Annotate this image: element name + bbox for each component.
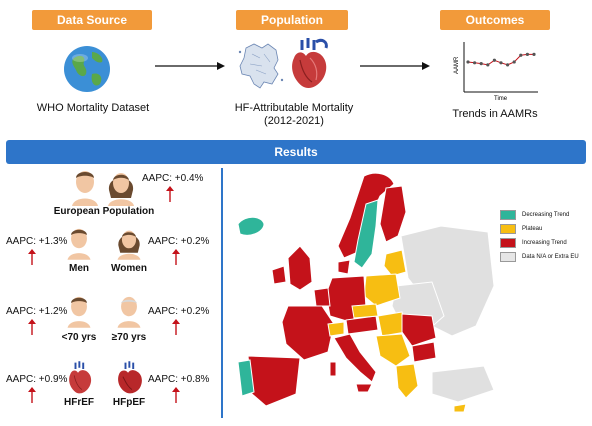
man-icon: [72, 171, 98, 206]
aapc-european: AAPC: +0.4%: [142, 173, 204, 184]
data-source-header: Data Source: [32, 10, 152, 30]
mini-chart-point: [519, 53, 523, 57]
mini-chart-point: [532, 52, 536, 56]
up-arrow-icon: [28, 319, 36, 335]
map-region-uk: [287, 245, 313, 291]
up-arrow-icon: [172, 319, 180, 335]
map-region-sicily: [355, 383, 373, 393]
legend-swatch: [500, 210, 516, 220]
map-region-finland: [379, 185, 407, 243]
line-chart-icon: AAMR Time: [454, 42, 538, 102]
young-man-icon: [67, 296, 91, 328]
old-man-icon: [117, 296, 141, 328]
woman-icon: [117, 230, 141, 260]
mini-chart-xlabel: Time: [494, 96, 508, 102]
map-region-bulgaria: [411, 341, 437, 363]
europe-map-icon: [238, 43, 284, 89]
map-region-ireland: [271, 265, 287, 285]
aapc-hfpef: AAPC: +0.8%: [148, 374, 210, 385]
up-arrow-icon: [172, 387, 180, 403]
legend-label: Data N/A or Extra EU: [522, 254, 579, 260]
aapc-women: AAPC: +0.2%: [148, 236, 210, 247]
mini-chart-point: [506, 63, 510, 67]
outcomes-header: Outcomes: [440, 10, 550, 30]
legend-label: Plateau: [522, 226, 543, 232]
map-region-greece: [395, 363, 419, 399]
map-region-italy: [333, 333, 377, 383]
mini-chart-point: [486, 63, 490, 67]
map-region-switzerland: [327, 321, 345, 337]
up-arrow-icon: [166, 186, 174, 202]
heart-icon: [69, 361, 92, 394]
mini-chart-ylabel: AAMR: [454, 56, 460, 74]
results-banner: Results: [6, 140, 586, 164]
population-header: Population: [236, 10, 348, 30]
data-source-caption: WHO Mortality Dataset: [36, 102, 150, 114]
mini-chart-point: [525, 52, 529, 56]
map-region-spain: [247, 355, 301, 407]
aapc-under70: AAPC: +1.2%: [6, 306, 68, 317]
legend-swatch: [500, 252, 516, 262]
label-men: Men: [69, 263, 89, 274]
map-region-czech: [351, 303, 379, 319]
legend-item: Increasing Trend: [500, 238, 567, 248]
outcomes-caption: Trends in AAMRs: [452, 108, 538, 120]
label-hfref: HFrEF: [64, 397, 94, 408]
mini-chart-point: [499, 61, 503, 65]
label-european: European Population: [53, 206, 155, 217]
mini-chart-point: [479, 62, 483, 66]
woman-icon: [108, 173, 134, 206]
heart-icon: [118, 361, 142, 394]
map-region-benelux: [313, 287, 331, 307]
map-region-cyprus: [453, 403, 467, 413]
legend-swatch: [500, 224, 516, 234]
label-under70: <70 yrs: [61, 332, 97, 343]
up-arrow-icon: [172, 249, 180, 265]
globe-icon: [64, 46, 110, 92]
up-arrow-icon: [28, 387, 36, 403]
map-region-romania: [401, 313, 437, 347]
mini-chart-point: [473, 61, 477, 65]
legend-item: Data N/A or Extra EU: [500, 252, 579, 262]
legend-item: Plateau: [500, 224, 542, 234]
map-region-balkans: [375, 333, 411, 367]
map-region-baltics: [383, 249, 407, 277]
flow-arrow: [360, 62, 430, 70]
map-region-france: [281, 305, 335, 361]
map-region-denmark: [337, 259, 351, 275]
label-hfpef: HFpEF: [112, 397, 146, 408]
map-region-turkey: [431, 365, 495, 403]
aapc-men: AAPC: +1.3%: [6, 236, 68, 247]
mini-chart-point: [512, 60, 516, 64]
europe-trend-map: [237, 172, 495, 413]
map-region-sweden: [353, 199, 379, 269]
heart-icon: [292, 38, 328, 88]
aapc-hfref: AAPC: +0.9%: [6, 374, 68, 385]
population-caption-1: HF-Attributable Mortality: [234, 102, 354, 114]
mini-chart-point: [492, 58, 496, 62]
population-caption-2: (2012-2021): [264, 115, 324, 127]
legend-label: Decreasing Trend: [522, 212, 570, 218]
man-icon: [67, 228, 91, 260]
label-over70: ≥70 yrs: [111, 332, 147, 343]
legend-label: Increasing Trend: [522, 240, 567, 246]
legend-swatch: [500, 238, 516, 248]
mini-chart-point: [466, 60, 470, 64]
legend-item: Decreasing Trend: [500, 210, 569, 220]
map-region-iceland: [237, 216, 265, 236]
aapc-over70: AAPC: +0.2%: [148, 306, 210, 317]
map-region-sardinia: [329, 361, 337, 377]
up-arrow-icon: [28, 249, 36, 265]
panel-divider: [221, 168, 223, 418]
flow-arrow: [155, 62, 225, 70]
label-women: Women: [111, 263, 147, 274]
map-region-portugal: [237, 359, 255, 397]
